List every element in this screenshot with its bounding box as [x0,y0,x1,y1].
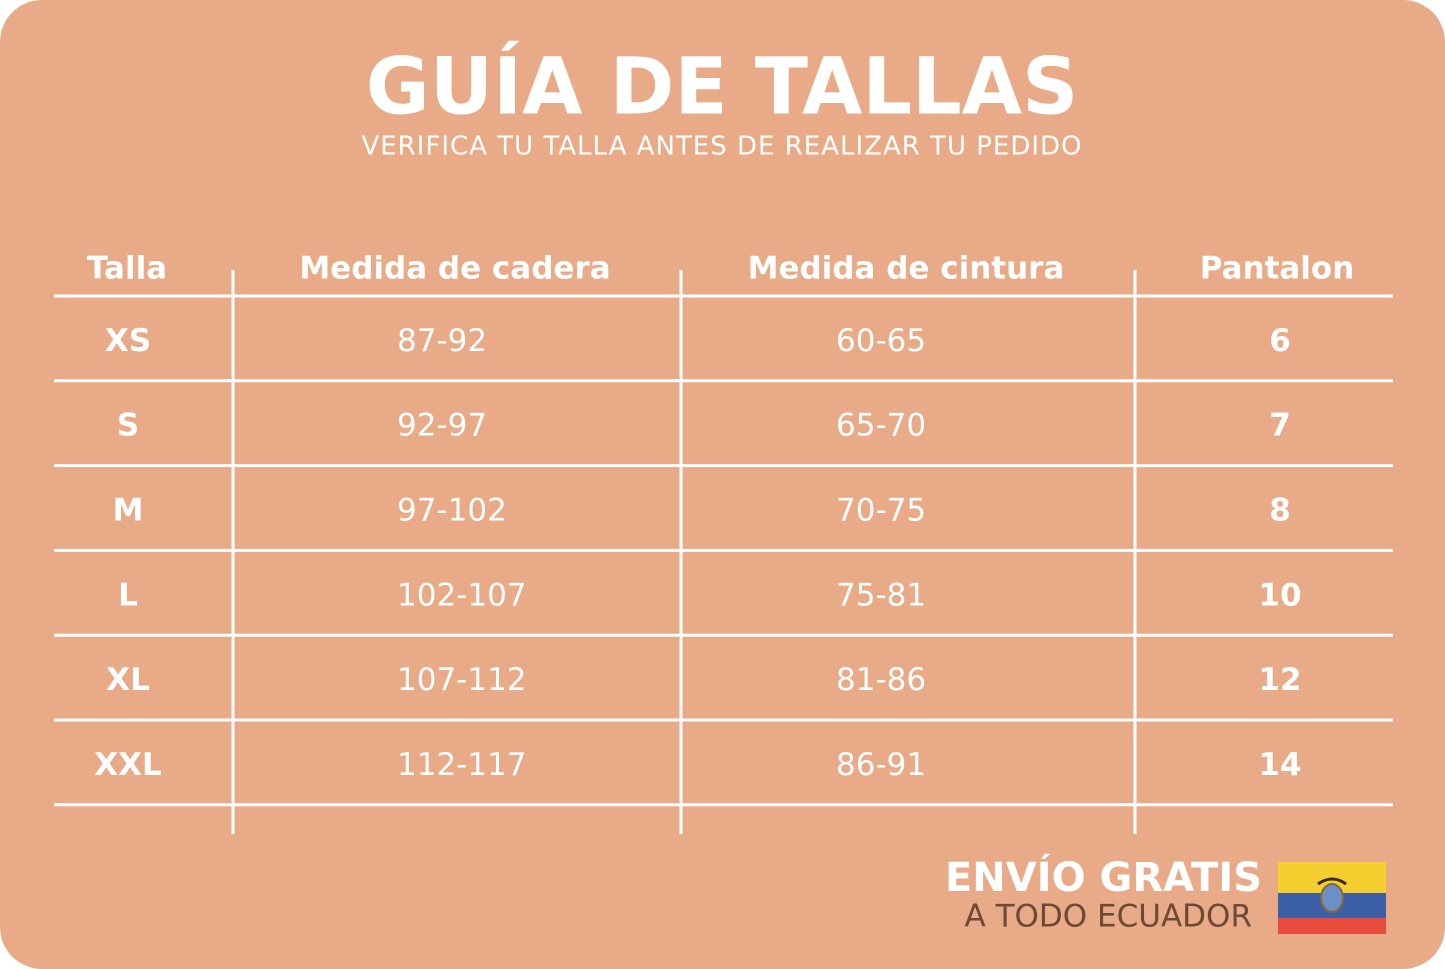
table-cell: XS [105,323,151,359]
table-cell: 12 [1258,662,1301,698]
flag-red [1278,918,1386,934]
table-cell: 81-86 [836,662,926,698]
table-cell: 112-117 [397,747,527,783]
table-cell: XXL [94,747,162,783]
table-cell: 75-81 [836,577,926,613]
table-cell: 86-91 [836,747,926,783]
table-cell: 14 [1258,747,1301,783]
table-cell: S [117,408,139,444]
table-cell: 8 [1269,493,1291,529]
table-cell: 87-92 [397,323,487,359]
table-cell: 7 [1269,408,1291,444]
table-cell: 102-107 [397,577,527,613]
flag-condor [1317,877,1347,886]
column-header: Pantalon [1200,251,1355,287]
table-cell: 10 [1258,577,1301,613]
table-cell: M [113,493,144,529]
table-cell: 97-102 [397,493,507,529]
size-table: Talla Medida de cadera Medida de cintura Pa… [54,251,1393,834]
subtitle: VERIFICA TU TALLA ANTES DE REALIZAR TU P… [361,132,1082,162]
table-cell: 65-70 [836,408,926,444]
column-header: Medida de cadera [299,251,610,287]
column-header: Talla [87,251,167,287]
title: GUÍA DE TALLAS [366,40,1079,132]
table-cell: 6 [1269,323,1291,359]
table-cell: 70-75 [836,493,926,529]
ecuador-flag [1278,862,1386,934]
table-cell: 60-65 [836,323,926,359]
flag-emblem [1320,883,1344,913]
column-header: Medida de cintura [748,251,1065,287]
table-cell: 107-112 [397,662,527,698]
shipping-title: ENVÍO GRATIS [945,853,1262,901]
table-cell: XL [106,662,150,698]
table-cell: 92-97 [397,408,487,444]
shipping-subtitle: A TODO ECUADOR [965,899,1252,935]
table-cell: L [118,577,138,613]
